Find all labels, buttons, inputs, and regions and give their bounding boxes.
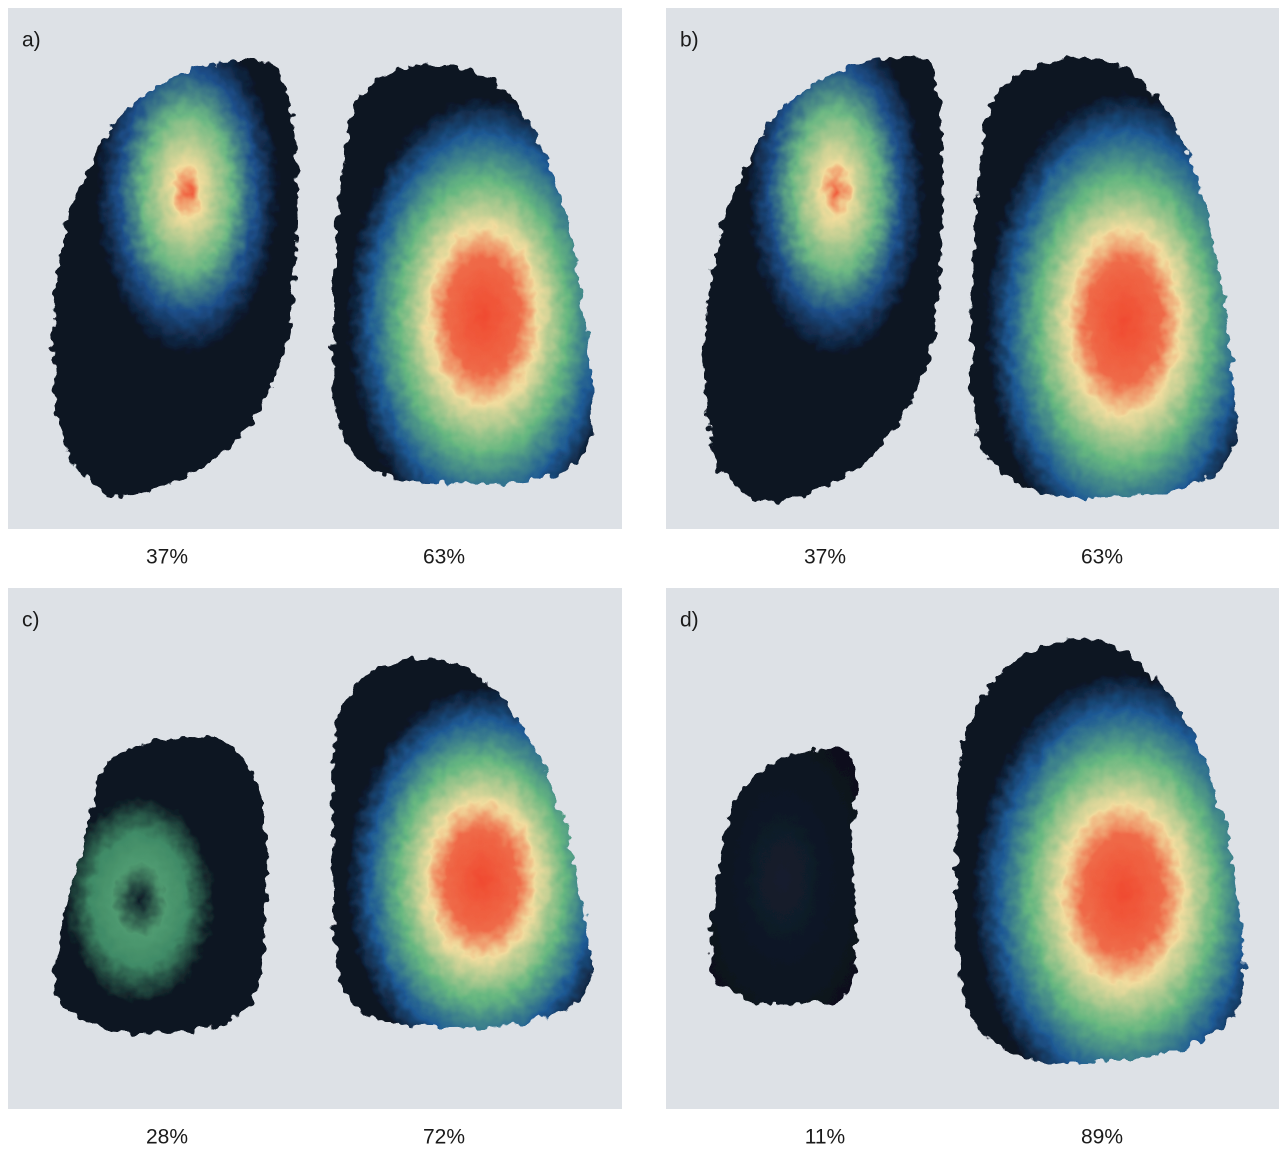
panel-label: c) xyxy=(22,609,40,632)
figure: a) 37% 63% b) 37% 63% c) 28% 72% d) 11% 89% xyxy=(0,0,1279,1149)
left-percentage: 11% xyxy=(805,1126,845,1149)
panel-label: d) xyxy=(680,609,699,632)
panel: b) xyxy=(666,8,1279,529)
panel: d) xyxy=(666,588,1279,1109)
panel-label: a) xyxy=(22,29,41,52)
panel: c) xyxy=(8,588,622,1109)
right-percentage: 72% xyxy=(423,1126,465,1149)
left-percentage: 37% xyxy=(804,546,846,569)
left-percentage: 28% xyxy=(146,1126,188,1149)
left-percentage: 37% xyxy=(146,546,188,569)
panel-label: b) xyxy=(680,29,699,52)
right-percentage: 63% xyxy=(1081,546,1123,569)
right-percentage: 63% xyxy=(423,546,465,569)
right-percentage: 89% xyxy=(1081,1126,1123,1149)
panel: a) xyxy=(8,8,622,529)
